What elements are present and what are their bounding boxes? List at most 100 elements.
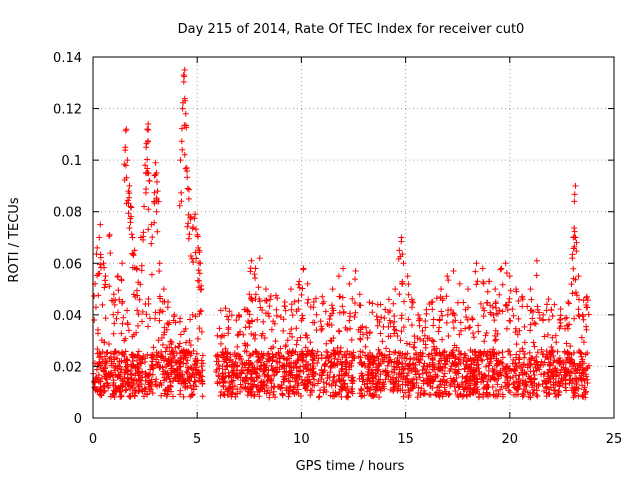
roti-point <box>467 324 474 331</box>
roti-point <box>479 375 486 382</box>
roti-point <box>316 371 323 378</box>
roti-point <box>536 309 543 316</box>
roti-point <box>383 372 390 379</box>
roti-point <box>259 355 266 362</box>
roti-point <box>376 361 383 368</box>
roti-point <box>563 387 570 394</box>
roti-point <box>497 386 504 393</box>
roti-point <box>153 361 160 368</box>
roti-point <box>524 389 531 396</box>
roti-point <box>557 357 564 364</box>
roti-point <box>474 278 481 285</box>
roti-point <box>496 291 503 298</box>
roti-point <box>180 78 187 85</box>
roti-point <box>580 339 587 346</box>
roti-point <box>195 244 202 251</box>
roti-point <box>91 316 98 323</box>
roti-point <box>311 319 318 326</box>
roti-point <box>304 348 311 355</box>
roti-point <box>294 351 301 358</box>
roti-point <box>545 390 552 397</box>
roti-point <box>109 372 116 379</box>
roti-point <box>234 343 241 350</box>
roti-point <box>481 307 488 314</box>
roti-point <box>424 375 431 382</box>
roti-point <box>128 213 135 220</box>
roti-point <box>182 351 189 358</box>
roti-point <box>580 316 587 323</box>
roti-point <box>185 377 192 384</box>
roti-point <box>571 191 578 198</box>
roti-point <box>344 383 351 390</box>
roti-point <box>304 300 311 307</box>
roti-point <box>549 334 556 341</box>
roti-point <box>131 247 138 254</box>
roti-point <box>528 356 535 363</box>
roti-point <box>170 317 177 324</box>
roti-point <box>193 383 200 390</box>
roti-point <box>370 360 377 367</box>
y-tick-label: 0.08 <box>53 206 82 221</box>
roti-point <box>374 322 381 329</box>
roti-point <box>373 373 380 380</box>
roti-point <box>512 385 519 392</box>
roti-point <box>569 251 576 258</box>
roti-point <box>585 311 592 318</box>
roti-point <box>438 286 445 293</box>
roti-point <box>271 371 278 378</box>
roti-point <box>381 354 388 361</box>
roti-point <box>513 341 520 348</box>
roti-point <box>504 306 511 313</box>
roti-point <box>152 159 159 166</box>
roti-point <box>142 162 149 169</box>
roti-point <box>471 356 478 363</box>
roti-point <box>370 374 377 381</box>
roti-point <box>228 312 235 319</box>
roti-point <box>443 293 450 300</box>
roti-point <box>575 306 582 313</box>
roti-point <box>340 265 347 272</box>
roti-point <box>366 299 373 306</box>
grid-lines <box>93 57 614 418</box>
roti-point <box>145 138 152 145</box>
roti-point <box>200 360 207 367</box>
roti-point <box>199 373 206 380</box>
roti-point <box>491 317 498 324</box>
roti-point <box>252 348 259 355</box>
roti-point <box>91 293 98 300</box>
roti-point <box>176 359 183 366</box>
roti-point <box>130 252 137 259</box>
roti-point <box>155 337 162 344</box>
roti-point <box>491 332 498 339</box>
roti-point <box>154 188 161 195</box>
roti-point <box>412 366 419 373</box>
roti-point <box>390 363 397 370</box>
roti-point <box>150 365 157 372</box>
roti-point <box>376 384 383 391</box>
roti-point <box>128 231 135 238</box>
roti-point <box>124 370 131 377</box>
roti-point <box>453 344 460 351</box>
roti-point <box>236 370 243 377</box>
roti-point <box>483 329 490 336</box>
roti-point <box>184 384 191 391</box>
roti-point <box>97 387 104 394</box>
roti-point <box>106 233 113 240</box>
roti-point <box>336 309 343 316</box>
roti-point <box>219 332 226 339</box>
roti-point <box>554 348 561 355</box>
roti-point <box>129 234 136 241</box>
roti-point <box>473 260 480 267</box>
roti-point <box>392 286 399 293</box>
roti-point <box>177 157 184 164</box>
roti-point <box>577 349 584 356</box>
roti-point <box>181 380 188 387</box>
roti-point <box>336 328 343 335</box>
roti-point <box>214 380 221 387</box>
roti-point <box>357 348 364 355</box>
roti-point <box>359 361 366 368</box>
roti-point <box>294 382 301 389</box>
roti-point <box>181 66 188 73</box>
roti-point <box>286 362 293 369</box>
roti-point <box>540 361 547 368</box>
